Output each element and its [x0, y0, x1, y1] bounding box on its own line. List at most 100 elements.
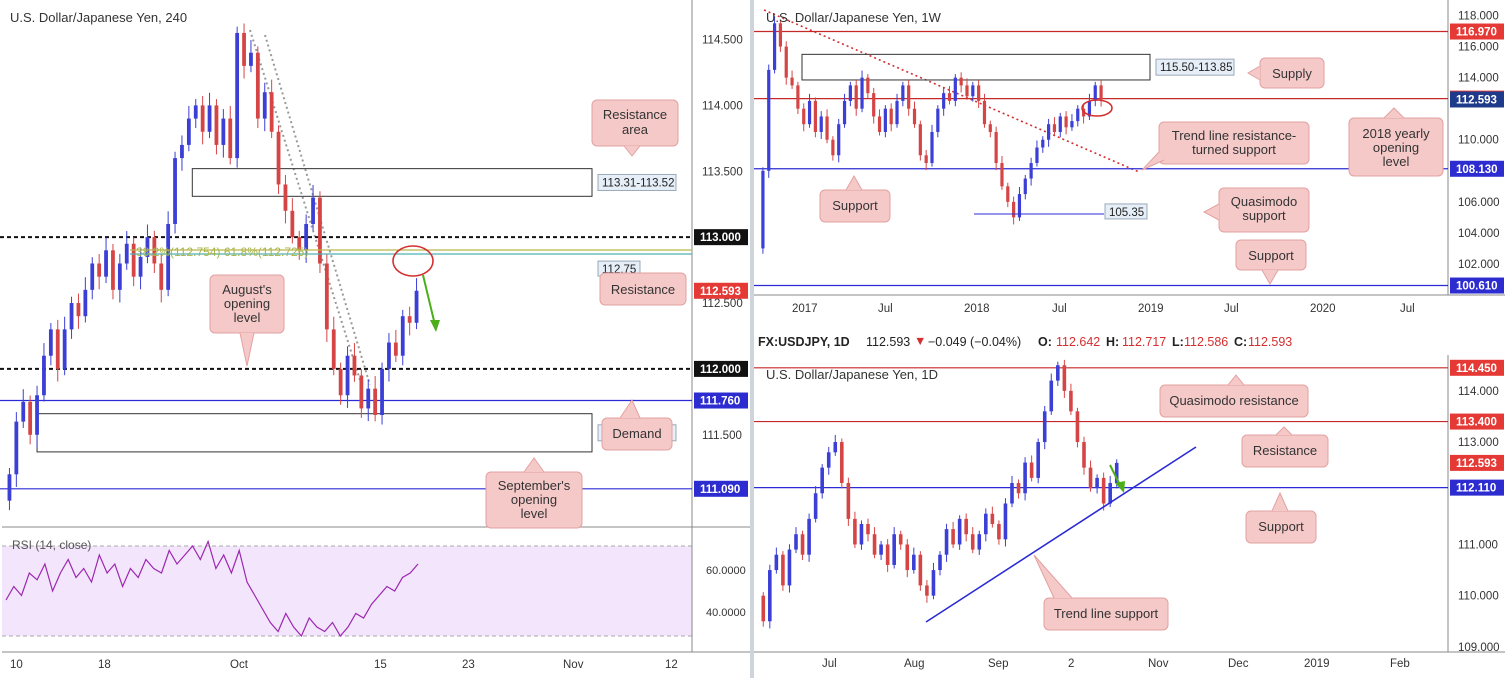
w1-candle-22 [889, 108, 893, 125]
w1-candle-34 [959, 77, 963, 86]
w1-y-tick-0: 118.000 [1458, 11, 1499, 23]
h4-candle-10 [76, 303, 81, 317]
h4-candle-8 [62, 329, 67, 369]
d1-candle-22 [905, 544, 910, 571]
w1-x-tick-4: 2019 [1138, 303, 1164, 315]
w1-candle-33 [953, 77, 957, 101]
d1-candle-41 [1029, 462, 1034, 478]
w1-x-tick-6: 2020 [1310, 303, 1336, 315]
d1-y-tick-0: 114.000 [1458, 386, 1499, 398]
d1-candle-23 [912, 554, 916, 571]
h4-candle-44 [311, 197, 315, 224]
h4-y-tick-1: 114.000 [702, 100, 743, 112]
svg-text:Resistance: Resistance [1253, 443, 1317, 458]
info-high-label: H: [1106, 335, 1120, 349]
rsi-tick-60: 60.0000 [706, 565, 746, 577]
d1-candle-54 [1114, 462, 1119, 484]
svg-text:Trend line support: Trend line support [1054, 606, 1159, 621]
h4-candle-5 [42, 355, 46, 396]
callout-august-opening: August's opening level [209, 274, 285, 367]
h4-candle-41 [290, 210, 295, 238]
svg-text:Demand: Demand [612, 426, 661, 441]
h4-candle-25 [180, 144, 184, 159]
h4-candle-51 [359, 375, 364, 409]
w1-zone-label-box-0 [1155, 58, 1235, 76]
w1-candle-19 [872, 93, 876, 117]
w1-candle-18 [866, 77, 870, 94]
d1-candle-24 [918, 554, 923, 586]
w1-candle-23 [895, 100, 899, 125]
w1-candle-32 [947, 93, 952, 101]
d1-green-arrowhead [1115, 481, 1125, 493]
svg-text:level: level [521, 506, 548, 521]
d1-candle-7 [807, 518, 811, 555]
w1-candle-52 [1064, 116, 1068, 128]
w1-candle-44 [1017, 194, 1022, 218]
d1-price-tag-1: 113.400 [1456, 417, 1497, 429]
w1-candle-12 [831, 139, 835, 156]
d1-chart-title: U.S. Dollar/Japanese Yen, 1D [766, 367, 938, 382]
w1-y-tick-2: 114.000 [1458, 73, 1499, 85]
w1-candle-47 [1035, 147, 1039, 164]
svg-text:opening: opening [511, 492, 557, 507]
h4-candle-55 [387, 342, 391, 369]
w1-candle-15 [848, 85, 852, 101]
w1-chart-panel: 115.50-113.85 105.35 118.000 116.000 114.00… [754, 0, 1505, 318]
info-low-label: L: [1172, 335, 1184, 349]
d1-candle-11 [833, 442, 838, 453]
info-change: −0.049 (−0.04%) [928, 335, 1022, 349]
w1-candle-13 [837, 124, 841, 156]
w1-price-tag-4: 100.610 [1456, 281, 1498, 293]
rsi-label: RSI (14, close) [12, 538, 91, 552]
w1-candle-38 [982, 100, 987, 125]
w1-candle-14 [842, 100, 847, 125]
d1-candle-44 [1049, 380, 1054, 412]
h4-candle-6 [48, 329, 53, 356]
svg-text:Quasimodo resistance: Quasimodo resistance [1169, 393, 1298, 408]
d1-candle-45 [1056, 365, 1060, 381]
h4-candle-4 [35, 395, 39, 435]
d1-price-tag-2: 112.593 [1456, 458, 1497, 470]
svg-text:level: level [234, 310, 261, 325]
h4-candle-30 [214, 105, 219, 145]
h4-candle-19 [138, 256, 143, 277]
d1-candle-36 [997, 523, 1001, 540]
svg-text:opening: opening [1373, 140, 1419, 155]
info-symbol: FX:USDJPY, 1D [758, 335, 850, 349]
d1-candle-52 [1101, 477, 1106, 504]
w1-candle-11 [825, 116, 829, 140]
h4-price-tag-0: 113.000 [700, 232, 741, 244]
d1-candle-28 [944, 529, 949, 555]
h4-chart-title: U.S. Dollar/Japanese Yen, 240 [10, 10, 187, 25]
h4-candle-38 [269, 92, 274, 132]
w1-candle-16 [854, 85, 858, 109]
callout-2018-yearly: 2018 yearly opening level [1348, 107, 1444, 177]
d1-candle-25 [925, 585, 929, 596]
callout-resistance-area: Resistance area [591, 99, 679, 157]
h4-zone-label-0: 113.31-113.52 [602, 177, 674, 189]
h4-green-arrow [422, 274, 436, 326]
w1-small-level-box [1104, 203, 1148, 220]
svg-text:Supply: Supply [1272, 66, 1312, 81]
h4-candle-49 [345, 355, 350, 396]
h4-trendline-2 [264, 34, 371, 386]
h4-candle-11 [83, 289, 88, 317]
w1-y-tick-1: 116.000 [1458, 42, 1499, 54]
callout-resistance: Resistance [599, 272, 687, 306]
w1-candle-2 [772, 23, 777, 70]
info-close: 112.593 [1248, 335, 1293, 349]
callout-resistance-d1: Resistance [1241, 426, 1329, 468]
d1-candle-32 [970, 534, 975, 550]
h4-y-tick-3: 112.500 [702, 298, 743, 310]
d1-x-tick-1: Aug [904, 658, 924, 670]
d1-candle-37 [1003, 503, 1008, 540]
h4-candle-50 [352, 355, 357, 376]
h4-candle-59 [414, 290, 419, 323]
h4-x-tick-1: 18 [98, 659, 111, 671]
d1-candle-33 [977, 534, 982, 550]
h4-candle-22 [159, 263, 164, 290]
d1-candle-13 [846, 483, 851, 519]
svg-text:Support: Support [832, 198, 878, 213]
info-bar: FX:USDJPY, 1D 112.593 ▼ −0.049 (−0.04%) … [754, 330, 1505, 354]
h4-candle-45 [318, 197, 322, 264]
